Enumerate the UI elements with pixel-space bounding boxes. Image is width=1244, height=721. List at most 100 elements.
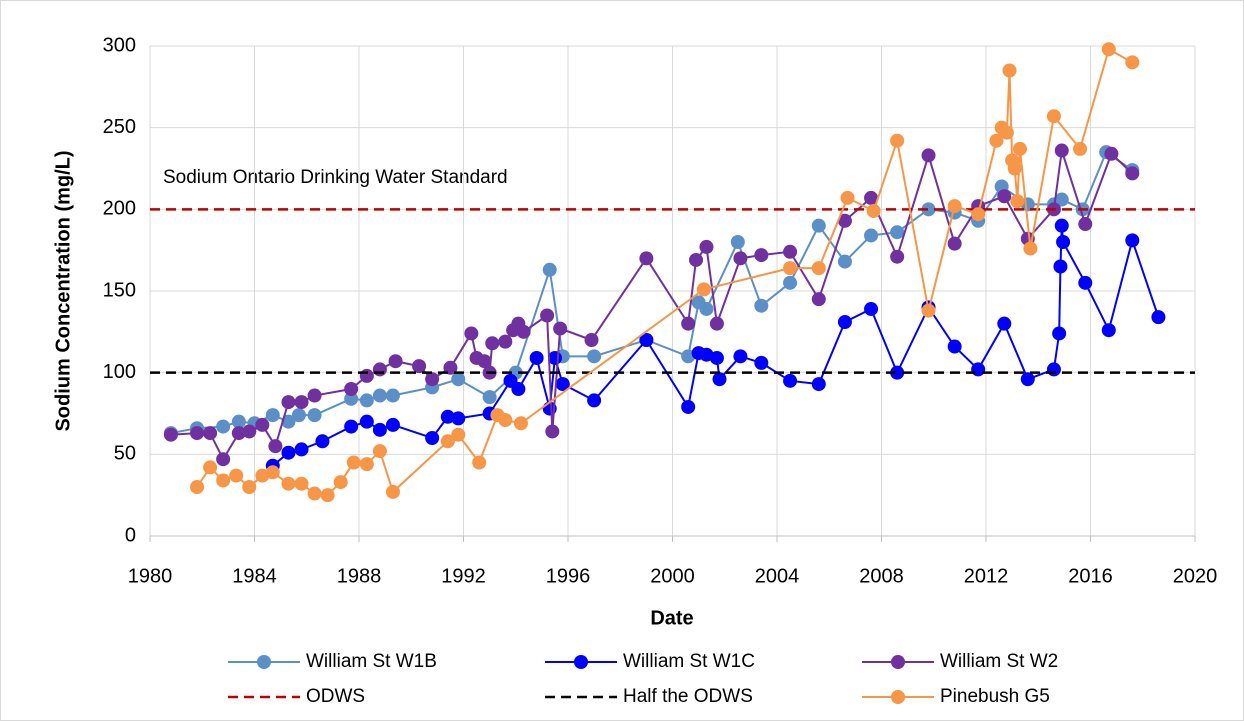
x-tick-label: 1996 (546, 565, 591, 587)
data-point (811, 218, 826, 233)
data-point (425, 431, 440, 445)
data-point (464, 326, 479, 341)
x-tick-label: 2000 (650, 565, 695, 587)
data-point (689, 252, 704, 267)
data-point (921, 148, 936, 163)
data-point (754, 298, 769, 313)
data-point (840, 190, 855, 205)
data-point (1151, 310, 1166, 325)
data-point (1054, 192, 1069, 207)
data-point (542, 262, 557, 277)
data-point (1101, 323, 1116, 338)
data-point (733, 251, 748, 266)
data-point (1056, 235, 1071, 249)
legend-label: William St W2 (940, 651, 1058, 672)
y-tick-label: 200 (103, 198, 136, 220)
data-point (231, 414, 246, 429)
data-point (344, 391, 359, 406)
data-point (754, 248, 769, 263)
data-point (1053, 259, 1068, 274)
data-point (699, 301, 714, 316)
data-point (477, 354, 492, 369)
data-point (440, 434, 455, 449)
legend-label: William St W1B (306, 651, 437, 672)
data-point (1054, 143, 1069, 158)
x-tick-label: 1988 (337, 565, 382, 587)
data-point (754, 355, 769, 370)
data-point (291, 408, 306, 423)
data-point (1073, 141, 1088, 156)
data-point (229, 468, 244, 483)
data-point (947, 199, 962, 214)
series (163, 143, 1140, 467)
data-point (385, 388, 400, 403)
data-point (359, 414, 374, 429)
data-point (783, 373, 798, 388)
x-tick-label: 2016 (1068, 565, 1113, 587)
data-point (203, 460, 218, 475)
legend-marker (574, 655, 588, 669)
data-point (516, 324, 531, 339)
data-point (307, 388, 322, 403)
data-point (451, 427, 466, 442)
legend-label: Half the ODWS (623, 686, 753, 707)
x-tick-label: 1984 (232, 565, 277, 587)
legend-marker (257, 655, 271, 669)
data-point (425, 372, 440, 387)
data-point (639, 251, 654, 266)
data-point (587, 349, 602, 364)
data-point (307, 408, 322, 423)
data-point (359, 393, 374, 408)
data-point (344, 419, 359, 434)
data-point (294, 395, 309, 410)
data-point (242, 480, 257, 494)
data-point (1010, 194, 1025, 209)
data-point (485, 336, 500, 351)
data-point (242, 424, 257, 439)
data-point (412, 359, 427, 374)
x-tick-label: 1980 (128, 565, 173, 587)
data-point (696, 282, 711, 297)
data-point (1052, 326, 1067, 341)
data-point (699, 239, 714, 254)
legend-item: Half the ODWS (545, 686, 753, 707)
data-point (709, 316, 724, 331)
data-point (681, 399, 696, 414)
data-point (709, 350, 724, 365)
data-point (163, 427, 178, 442)
grid (149, 45, 1196, 537)
data-point (320, 488, 335, 503)
data-point (1020, 372, 1035, 387)
data-point (265, 465, 280, 480)
data-point (372, 444, 387, 459)
data-point (921, 303, 936, 318)
data-point (294, 442, 309, 457)
data-point (203, 426, 218, 441)
data-point (443, 360, 458, 375)
data-point (947, 339, 962, 354)
data-point (511, 382, 526, 396)
data-point (811, 377, 826, 392)
data-point (359, 368, 374, 383)
data-point (231, 426, 246, 441)
data-point (783, 275, 798, 290)
x-tick-label: 2020 (1173, 565, 1218, 587)
legend-marker (891, 690, 905, 704)
data-point (712, 372, 727, 387)
x-tick-label: 2004 (755, 565, 800, 587)
data-point (268, 439, 283, 454)
data-point (783, 261, 798, 276)
data-point (864, 190, 879, 205)
data-point (837, 315, 852, 330)
data-point (1046, 109, 1061, 124)
data-point (190, 426, 205, 441)
data-point (997, 189, 1012, 204)
data-point (281, 414, 296, 429)
x-tick-label: 1992 (441, 565, 486, 587)
annotation: Sodium Ontario Drinking Water Standard (163, 167, 508, 188)
data-point (1125, 55, 1140, 70)
data-point (1012, 141, 1027, 156)
data-point (281, 445, 296, 460)
data-point (1023, 241, 1038, 256)
